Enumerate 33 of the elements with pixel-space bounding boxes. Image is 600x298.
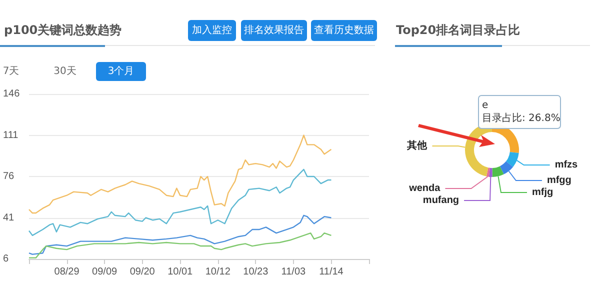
text: 30天 <box>52 65 78 79</box>
line-series <box>28 134 332 214</box>
slice-label: mufang <box>422 195 460 206</box>
x-tick-label: 11/14 <box>319 266 344 278</box>
line-series <box>28 232 332 258</box>
slice-label: mfgg <box>546 175 572 186</box>
slice-label: mfjg <box>532 187 554 198</box>
text: 7天 <box>2 65 20 79</box>
y-tick-label: 41 <box>3 212 15 224</box>
chart-title: p100关键词总数趋势 <box>4 22 122 39</box>
text: 排名效果报告 <box>241 20 307 41</box>
x-tick-label: 09/09 <box>92 266 118 278</box>
x-tick-label: 10/01 <box>168 266 194 278</box>
slice-label: mfzs <box>554 160 578 171</box>
x-tick-label: 09/20 <box>130 266 156 278</box>
y-tick-label: 76 <box>3 171 15 182</box>
y-tick-label: 146 <box>3 88 20 100</box>
slice-label: wenda <box>408 183 441 194</box>
y-tick-label: 6 <box>3 254 9 264</box>
text: 目录占比: 26.8% <box>482 112 560 124</box>
y-tick-label: 111 <box>3 130 19 141</box>
text: 查看历史数据 <box>311 20 377 41</box>
x-tick-label: 10/12 <box>205 266 231 278</box>
slice-label: 其他 <box>406 139 428 152</box>
text: 加入监控 <box>188 20 236 41</box>
chart-title: Top20排名词目录占比 <box>396 22 520 39</box>
text: 3个月 <box>96 62 146 81</box>
x-tick-label: 11/03 <box>281 266 306 278</box>
line-series <box>28 168 332 236</box>
slice-label: e <box>482 100 488 111</box>
x-tick-label: 08/29 <box>54 266 80 278</box>
line-series <box>28 214 332 255</box>
x-tick-label: 10/23 <box>243 266 269 278</box>
